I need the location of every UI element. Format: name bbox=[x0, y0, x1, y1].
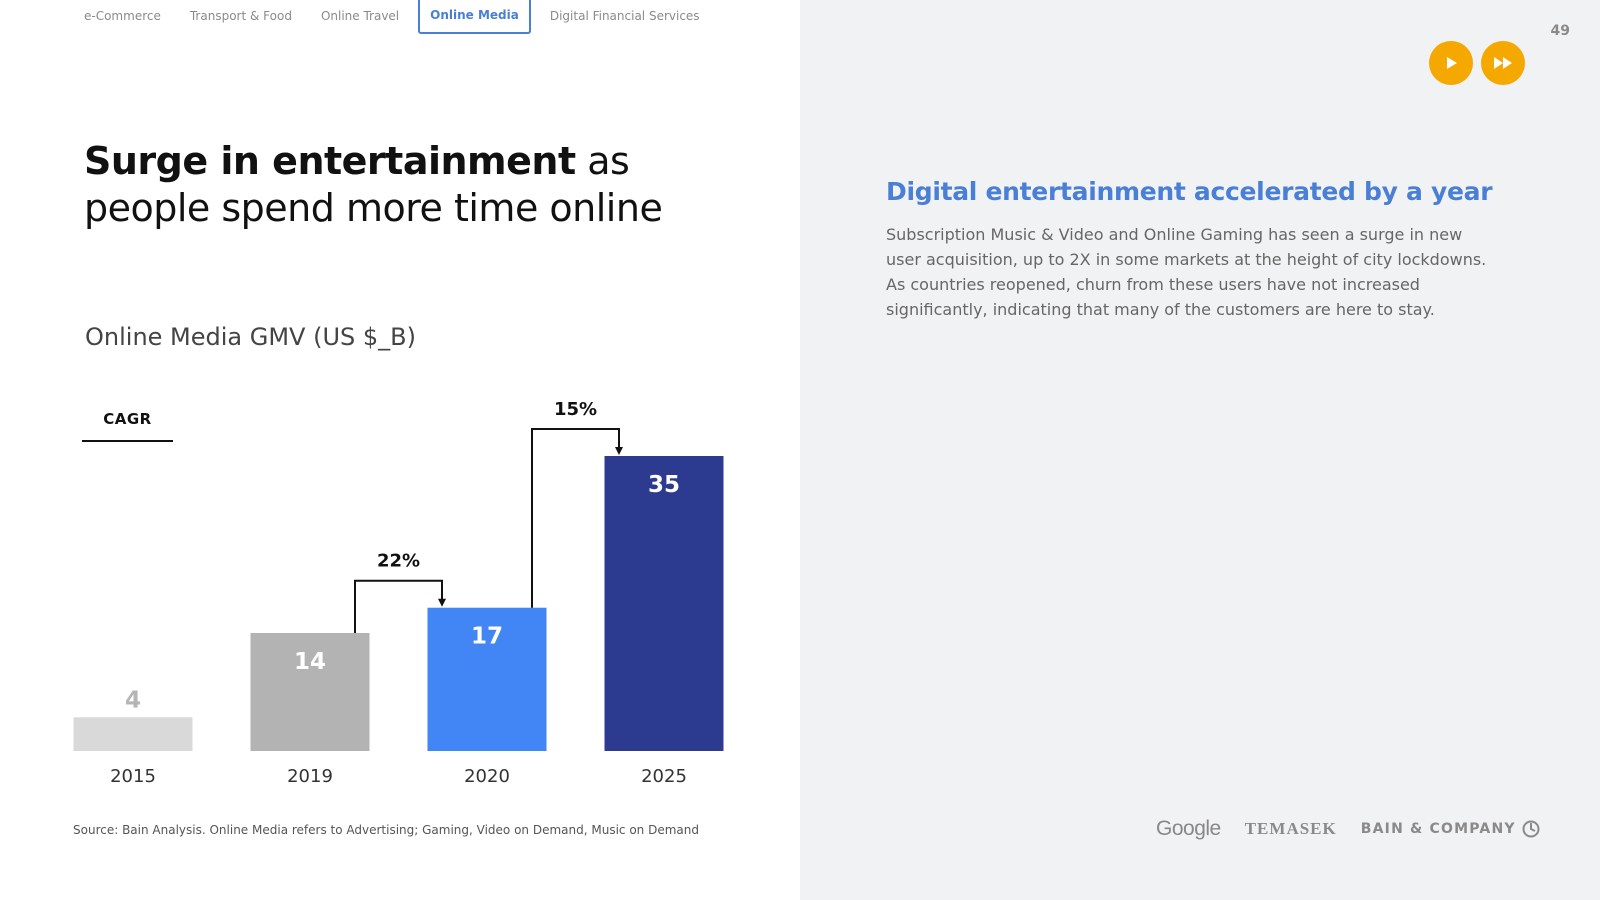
bain-logo-text: BAIN & COMPANY bbox=[1360, 821, 1516, 837]
cagr-arrow-2019-2020 bbox=[438, 598, 446, 607]
bain-ring-icon bbox=[1522, 820, 1540, 838]
page-number: 49 bbox=[1550, 23, 1570, 39]
temasek-logo: TEMASEK bbox=[1244, 819, 1337, 838]
cagr-underline bbox=[82, 440, 173, 442]
title-bold: Surge in entertainment bbox=[84, 139, 576, 183]
bain-logo: BAIN & COMPANY bbox=[1361, 820, 1540, 838]
fast-forward-icon bbox=[1494, 57, 1512, 69]
left-panel: e-Commerce Transport & Food Online Travel O… bbox=[73, 0, 724, 837]
source-note: Source: Bain Analysis. Online Media refe… bbox=[73, 823, 699, 837]
tab-online-media[interactable]: Online Media bbox=[418, 0, 531, 34]
tab-transport-food[interactable]: Transport & Food bbox=[189, 9, 292, 23]
bar-2020 bbox=[427, 607, 547, 751]
play-button[interactable] bbox=[1429, 41, 1473, 85]
data-label-2019: 14 bbox=[294, 649, 326, 675]
bar-2015 bbox=[73, 717, 193, 751]
tab-e-commerce[interactable]: e-Commerce bbox=[84, 9, 161, 23]
section-tabs: e-Commerce Transport & Food Online Travel O… bbox=[74, 0, 719, 34]
cagr-value-2020-2025: 15% bbox=[554, 399, 597, 420]
right-panel: 49 Digital entertainment accelerated by … bbox=[800, 0, 1600, 900]
title-rest: as people spend more time online bbox=[84, 139, 663, 230]
page-title: Surge in entertainment as people spend m… bbox=[84, 138, 684, 232]
cagr-bracket-2019-2020 bbox=[354, 579, 443, 633]
partner-logos: Google TEMASEK BAIN & COMPANY bbox=[1156, 817, 1540, 841]
bar-2019 bbox=[250, 633, 370, 751]
cagr-label: CAGR bbox=[103, 410, 152, 428]
insight-body: Subscription Music & Video and Online Ga… bbox=[886, 225, 1487, 319]
insight-heading: Digital entertainment accelerated by a y… bbox=[886, 177, 1493, 206]
chart-title: Online Media GMV (US $_B) bbox=[85, 323, 416, 351]
fast-forward-button[interactable] bbox=[1481, 41, 1525, 85]
data-label-2025: 35 bbox=[648, 472, 680, 498]
x-tick-2025: 2025 bbox=[641, 766, 687, 787]
bar-2025 bbox=[604, 456, 724, 751]
cagr-bracket-2020-2025 bbox=[531, 428, 620, 608]
data-label-2015: 4 bbox=[125, 687, 141, 713]
tab-digital-financial-services[interactable]: Digital Financial Services bbox=[549, 9, 700, 23]
data-label-2020: 17 bbox=[471, 624, 503, 650]
x-tick-2020: 2020 bbox=[464, 766, 510, 787]
play-icon bbox=[1447, 57, 1457, 69]
x-tick-2015: 2015 bbox=[110, 766, 156, 787]
x-tick-2019: 2019 bbox=[287, 766, 333, 787]
cagr-arrow-2020-2025 bbox=[615, 447, 623, 455]
google-logo: Google bbox=[1156, 817, 1221, 840]
tab-online-travel[interactable]: Online Travel bbox=[320, 9, 400, 23]
cagr-value-2019-2020: 22% bbox=[377, 551, 420, 572]
gmv-bar-chart: 4 2015 14 2019 17 2020 35 2025 22% 15% bbox=[73, 399, 724, 787]
